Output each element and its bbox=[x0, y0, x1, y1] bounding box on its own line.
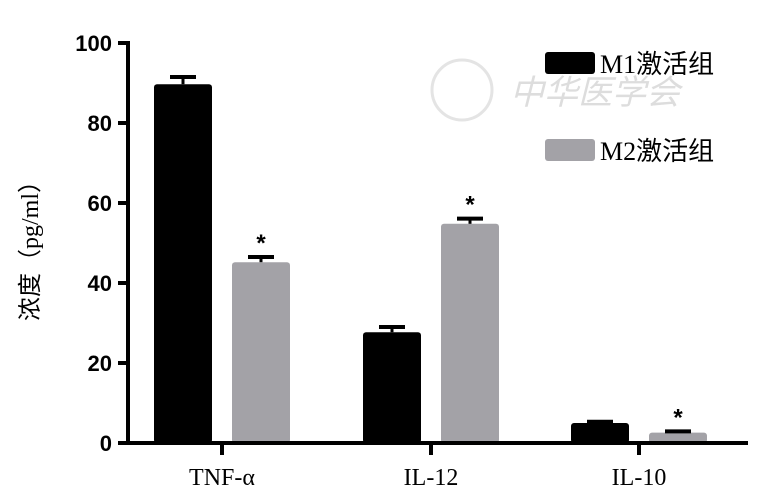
y-axis-label: 浓度（pg/ml） bbox=[17, 169, 44, 321]
legend-swatch bbox=[545, 139, 595, 161]
x-tick-label: TNF-α bbox=[189, 465, 255, 491]
y-tick-label: 80 bbox=[88, 111, 112, 136]
bar-m2 bbox=[232, 262, 290, 443]
y-tick-label: 100 bbox=[75, 31, 112, 56]
legend-swatch bbox=[545, 52, 595, 74]
y-tick-label: 20 bbox=[88, 351, 112, 376]
x-tick-label: IL-10 bbox=[612, 465, 667, 491]
y-tick-label: 40 bbox=[88, 271, 112, 296]
significance-marker: * bbox=[465, 192, 475, 219]
watermark-seal-icon bbox=[430, 58, 494, 122]
bar-m2 bbox=[441, 223, 499, 443]
x-tick-label: IL-12 bbox=[404, 465, 459, 491]
watermark-text: 中华医学会 bbox=[510, 75, 684, 112]
legend-label: M1激活组 bbox=[600, 50, 714, 79]
bar-m1 bbox=[363, 332, 421, 443]
y-tick-label: 60 bbox=[88, 191, 112, 216]
bar-m1 bbox=[571, 423, 629, 443]
watermark: 中华医学会 bbox=[430, 58, 684, 122]
legend-label: M2激活组 bbox=[600, 137, 714, 166]
y-tick-label: 0 bbox=[100, 431, 112, 456]
bar-m2 bbox=[649, 432, 707, 443]
bar-m1 bbox=[154, 84, 212, 443]
significance-marker: * bbox=[256, 230, 266, 257]
significance-marker: * bbox=[673, 404, 683, 431]
